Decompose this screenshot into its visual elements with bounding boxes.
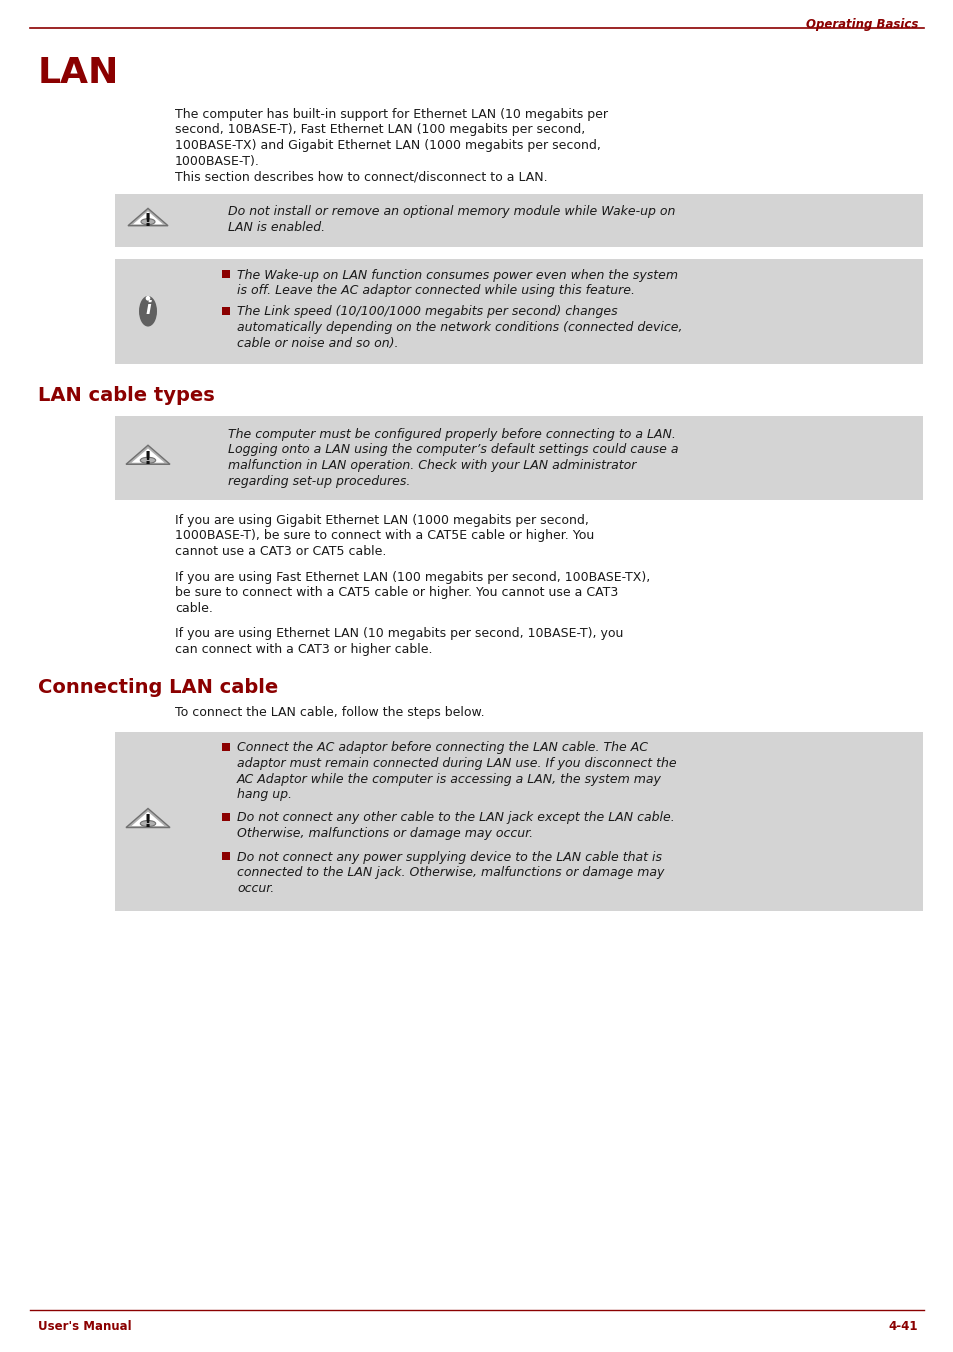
Polygon shape [126,808,170,827]
Text: !: ! [144,813,152,831]
Text: !: ! [144,212,152,230]
Text: regarding set-up procedures.: regarding set-up procedures. [228,475,410,488]
Polygon shape [132,811,164,826]
Text: The Wake-up on LAN function consumes power even when the system: The Wake-up on LAN function consumes pow… [236,269,678,281]
Text: LAN cable types: LAN cable types [38,387,214,406]
Text: Do not connect any power supplying device to the LAN cable that is: Do not connect any power supplying devic… [236,850,661,864]
Text: !: ! [144,450,152,468]
Polygon shape [128,208,168,226]
Text: The Link speed (10/100/1000 megabits per second) changes: The Link speed (10/100/1000 megabits per… [236,306,617,319]
Text: hang up.: hang up. [236,788,292,800]
Ellipse shape [140,457,155,464]
Text: 4-41: 4-41 [887,1320,917,1333]
Text: If you are using Fast Ethernet LAN (100 megabits per second, 100BASE-TX),: If you are using Fast Ethernet LAN (100 … [174,571,650,584]
Bar [222,307,230,315]
Text: To connect the LAN cable, follow the steps below.: To connect the LAN cable, follow the ste… [174,706,484,719]
Text: occur.: occur. [236,882,274,895]
Text: second, 10BASE-T), Fast Ethernet LAN (100 megabits per second,: second, 10BASE-T), Fast Ethernet LAN (10… [174,123,584,137]
Text: automatically depending on the network conditions (connected device,: automatically depending on the network c… [236,320,681,334]
Text: Otherwise, malfunctions or damage may occur.: Otherwise, malfunctions or damage may oc… [236,827,533,840]
Ellipse shape [141,219,154,224]
Bar [222,813,230,821]
Text: Connect the AC adaptor before connecting the LAN cable. The AC: Connect the AC adaptor before connecting… [236,741,647,754]
Polygon shape [126,445,170,464]
Text: LAN is enabled.: LAN is enabled. [228,220,325,234]
Text: If you are using Gigabit Ethernet LAN (1000 megabits per second,: If you are using Gigabit Ethernet LAN (1… [174,514,588,527]
FancyBboxPatch shape [115,258,923,364]
FancyBboxPatch shape [115,731,923,911]
Text: If you are using Ethernet LAN (10 megabits per second, 10BASE-T), you: If you are using Ethernet LAN (10 megabi… [174,627,622,639]
Polygon shape [132,449,164,462]
Text: 1000BASE-T), be sure to connect with a CAT5E cable or higher. You: 1000BASE-T), be sure to connect with a C… [174,530,594,542]
Text: be sure to connect with a CAT5 cable or higher. You cannot use a CAT3: be sure to connect with a CAT5 cable or … [174,585,618,599]
Text: Connecting LAN cable: Connecting LAN cable [38,677,278,698]
Text: User's Manual: User's Manual [38,1320,132,1333]
Text: Logging onto a LAN using the computer’s default settings could cause a: Logging onto a LAN using the computer’s … [228,443,678,457]
Text: connected to the LAN jack. Otherwise, malfunctions or damage may: connected to the LAN jack. Otherwise, ma… [236,867,663,879]
Bar [222,742,230,750]
Text: The computer has built-in support for Ethernet LAN (10 megabits per: The computer has built-in support for Et… [174,108,607,120]
Text: cable.: cable. [174,602,213,615]
Text: is off. Leave the AC adaptor connected while using this feature.: is off. Leave the AC adaptor connected w… [236,284,635,297]
Text: cannot use a CAT3 or CAT5 cable.: cannot use a CAT3 or CAT5 cable. [174,545,386,558]
Text: The computer must be configured properly before connecting to a LAN.: The computer must be configured properly… [228,429,675,441]
Ellipse shape [139,296,157,327]
Text: 1000BASE-T).: 1000BASE-T). [174,154,259,168]
Circle shape [146,296,151,300]
Text: malfunction in LAN operation. Check with your LAN administrator: malfunction in LAN operation. Check with… [228,458,636,472]
Bar [222,852,230,860]
Text: Do not connect any other cable to the LAN jack except the LAN cable.: Do not connect any other cable to the LA… [236,811,674,825]
Text: adaptor must remain connected during LAN use. If you disconnect the: adaptor must remain connected during LAN… [236,757,676,771]
Text: i: i [145,300,151,318]
Ellipse shape [140,821,155,826]
FancyBboxPatch shape [115,193,923,246]
Text: cable or noise and so on).: cable or noise and so on). [236,337,398,350]
Text: This section describes how to connect/disconnect to a LAN.: This section describes how to connect/di… [174,170,547,183]
Text: 100BASE-TX) and Gigabit Ethernet LAN (1000 megabits per second,: 100BASE-TX) and Gigabit Ethernet LAN (10… [174,139,600,151]
Text: can connect with a CAT3 or higher cable.: can connect with a CAT3 or higher cable. [174,642,432,656]
FancyBboxPatch shape [115,416,923,500]
Bar [222,269,230,277]
Text: LAN: LAN [38,55,119,91]
Polygon shape [132,211,163,224]
Text: AC Adaptor while the computer is accessing a LAN, the system may: AC Adaptor while the computer is accessi… [236,772,661,786]
Text: Operating Basics: Operating Basics [804,18,917,31]
Text: Do not install or remove an optional memory module while Wake-up on: Do not install or remove an optional mem… [228,206,675,219]
